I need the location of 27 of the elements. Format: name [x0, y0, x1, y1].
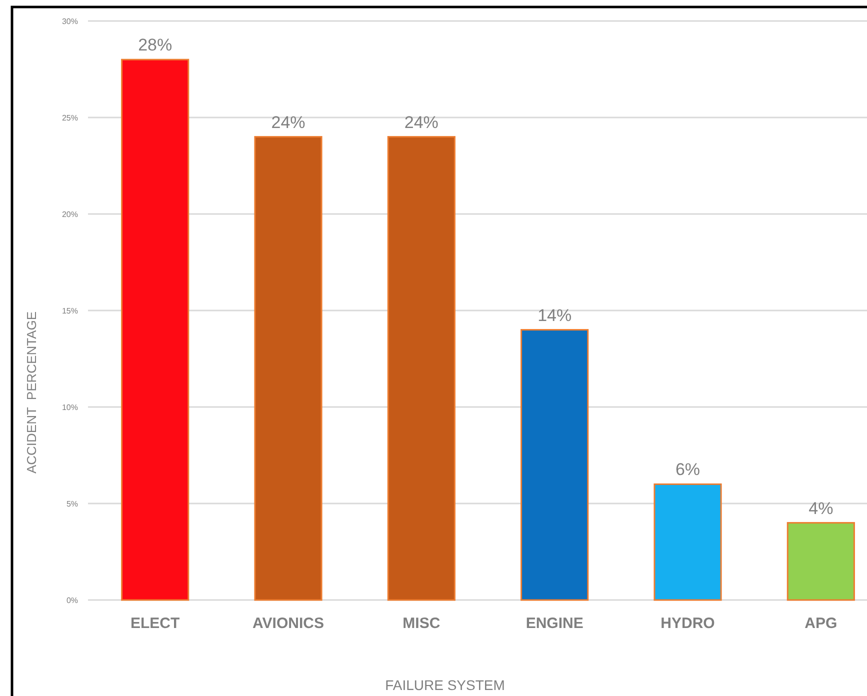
bar [520, 329, 589, 601]
y-tick-label: 5% [66, 499, 78, 508]
bar [254, 136, 322, 601]
x-tick-label: APG [804, 615, 838, 632]
x-tick-label: HYDRO [660, 615, 716, 632]
bar [654, 483, 722, 601]
data-label: 28% [138, 36, 172, 55]
x-tick-label: AVIONICS [252, 615, 324, 632]
data-label: 6% [675, 460, 700, 480]
bar [786, 522, 855, 601]
x-axis-title: FAILURE SYSTEM [385, 677, 505, 693]
data-label: 4% [808, 498, 834, 518]
bar [121, 58, 190, 601]
y-tick-label: 20% [62, 210, 78, 219]
y-tick-label: 30% [62, 16, 78, 26]
x-tick-label: ENGINE [526, 615, 584, 632]
y-tick-label: 15% [62, 306, 78, 316]
y-tick-label: 0% [66, 596, 78, 605]
y-tick-label: 25% [62, 113, 78, 122]
x-tick-label: MISC [402, 615, 440, 632]
data-label: 24% [404, 112, 438, 132]
bar [387, 136, 456, 601]
x-tick-label: ELECT [130, 615, 180, 632]
data-label: 24% [271, 112, 306, 132]
y-axis-title: ACCIDENT PERCENTAGE [24, 311, 39, 474]
data-label: 14% [538, 306, 572, 325]
y-tick-label: 10% [62, 402, 78, 412]
